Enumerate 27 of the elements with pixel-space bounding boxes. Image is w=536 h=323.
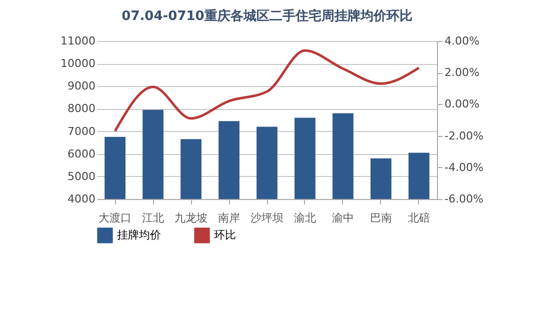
x-tick-label: 北碚 <box>408 212 430 224</box>
x-tick-label: 沙坪坝 <box>250 212 284 224</box>
legend-label: 环比 <box>214 228 236 242</box>
y-tick-label: 11000 <box>60 34 96 48</box>
x-tick-label: 渝北 <box>294 212 316 224</box>
x-tick-label: 南岸 <box>218 212 240 224</box>
legend-label: 挂牌均价 <box>117 228 161 242</box>
y-tick-label: 9000 <box>68 80 96 93</box>
y2-tick-label: -6.00% <box>444 192 484 206</box>
x-tick-label: 大渡口 <box>98 212 132 224</box>
y-tick-label: 4000 <box>68 192 96 206</box>
y-tick-label: 7000 <box>68 124 96 138</box>
y2-tick-label: -2.00% <box>444 129 484 142</box>
y-tick-label: 8000 <box>68 102 96 116</box>
y-tick-label: 6000 <box>68 147 96 160</box>
y2-tick-label: 2.00% <box>444 66 480 80</box>
y-tick-label: 10000 <box>60 57 96 70</box>
x-tick-label: 巴南 <box>370 212 392 224</box>
y-tick-label: 5000 <box>68 170 96 183</box>
line-series <box>114 49 420 132</box>
x-tick-label: 渝中 <box>332 212 354 224</box>
y2-tick-label: 0.00% <box>444 98 480 111</box>
chart-title: 07.04-0710重庆各城区二手住宅周挂牌均价环比 <box>122 8 412 24</box>
y2-tick-label: 4.00% <box>444 34 480 48</box>
y2-tick-label: -4.00% <box>444 160 484 174</box>
x-tick-label: 九龙坡 <box>174 212 208 224</box>
x-tick-label: 江北 <box>142 212 164 224</box>
